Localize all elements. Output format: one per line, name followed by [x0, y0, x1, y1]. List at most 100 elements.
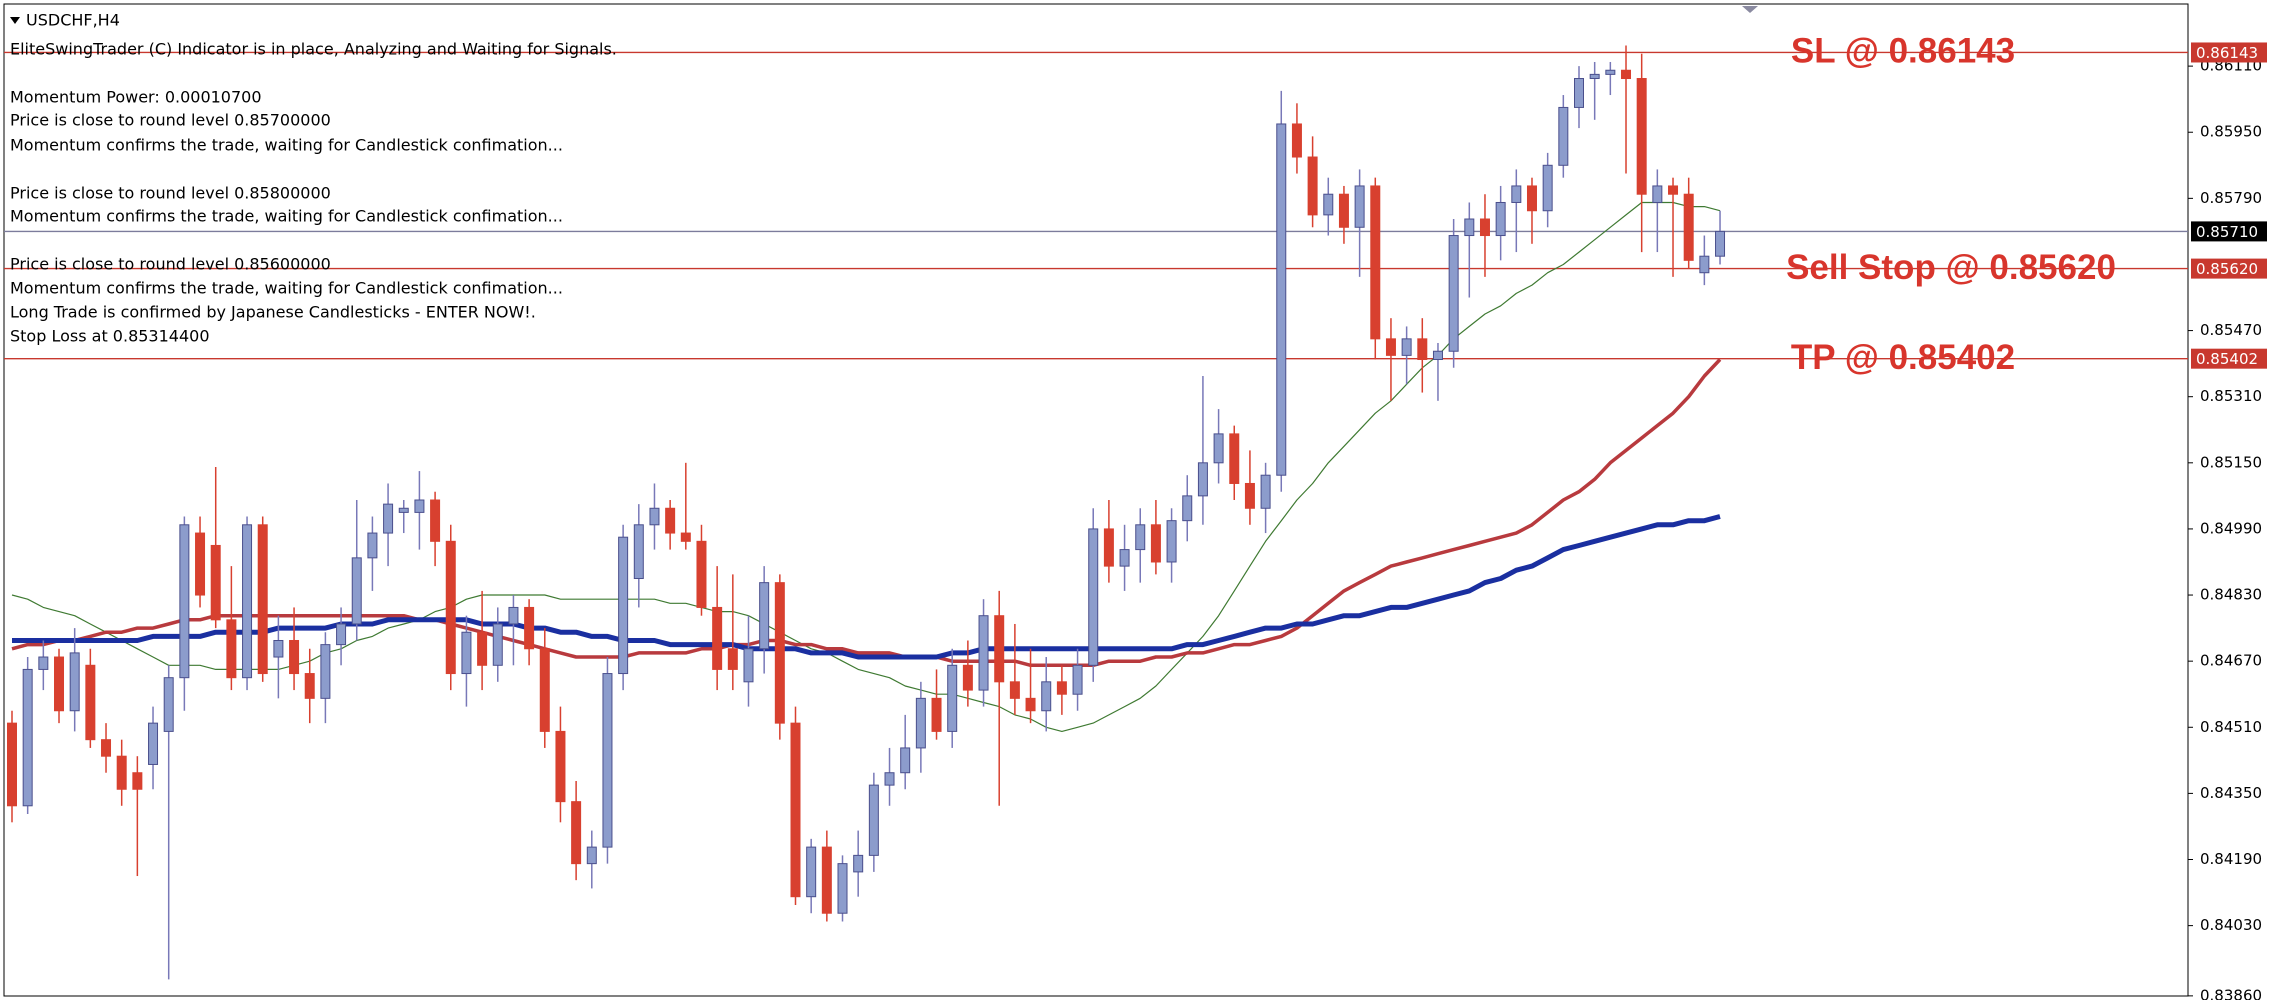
info-line: Price is close to round level 0.85600000 [10, 255, 331, 274]
candle-body [1009, 681, 1020, 699]
candle-body [1479, 218, 1490, 237]
info-line: Momentum confirms the trade, waiting for… [10, 279, 563, 298]
candle-body [1448, 235, 1459, 352]
candle-body [1135, 524, 1146, 551]
candle-body [539, 648, 550, 732]
candle-body [1668, 185, 1679, 195]
y-tick-label: 0.84030 [2200, 916, 2262, 934]
candle-body [430, 499, 441, 542]
candle-body [1526, 185, 1537, 212]
price-label-box [2191, 42, 2267, 63]
candle-body [1276, 123, 1287, 476]
candle-body [163, 677, 174, 732]
candle-body [1025, 697, 1036, 712]
candle-body [1401, 338, 1412, 356]
candle-body [320, 644, 331, 699]
moving-average-line [12, 514, 1721, 660]
candle-body [1072, 664, 1083, 695]
candle-body [1589, 73, 1600, 80]
candle-body [1574, 78, 1584, 108]
level-layer: 0.86143 SL @ 0.86143 0.85710 0.85620 Sell St… [4, 32, 2267, 377]
price-label-box [2191, 258, 2267, 279]
candle-body [853, 854, 864, 873]
candle-body [1715, 230, 1726, 257]
candle-body [665, 507, 676, 534]
candle-body [1495, 201, 1506, 237]
candle-body [962, 664, 973, 691]
candle-body [1088, 528, 1099, 666]
candle-body [69, 652, 80, 712]
candle-body [492, 623, 503, 666]
candle-body [1323, 193, 1334, 216]
candle-body [1307, 156, 1318, 216]
candle-body [602, 673, 613, 848]
candle-body [1041, 681, 1052, 712]
candle-body [132, 772, 143, 790]
y-tick-label: 0.84510 [2200, 718, 2262, 736]
candle-body [806, 846, 817, 898]
candle-body [1683, 193, 1694, 261]
candle-body [1338, 193, 1349, 228]
candle-body [1166, 520, 1177, 563]
candle-body [774, 582, 785, 724]
candle-body [884, 772, 895, 786]
y-tick-label: 0.85150 [2200, 453, 2262, 471]
candle-body [445, 540, 456, 675]
candle-body [1605, 69, 1616, 75]
info-line: EliteSwingTrader (C) Indicator is in pla… [10, 40, 617, 59]
shift-marker [1742, 6, 1758, 13]
candle-body [931, 697, 942, 732]
candle-body [257, 524, 268, 675]
candle-body [1197, 462, 1208, 497]
price-label-box [2191, 348, 2267, 369]
price-label: 0.85710 [2196, 223, 2258, 241]
candle-body [1229, 433, 1240, 484]
candle-body [1385, 338, 1396, 356]
candle-body [461, 631, 472, 675]
candle-body [555, 730, 566, 803]
candle-body [85, 664, 96, 741]
candle-body [22, 668, 33, 807]
y-tick-label: 0.84190 [2200, 850, 2262, 868]
plot-frame [3, 3, 2189, 997]
candle-body [1103, 528, 1114, 567]
info-line: Momentum confirms the trade, waiting for… [10, 136, 563, 155]
candle-body [1621, 69, 1632, 80]
info-line: Long Trade is confirmed by Japanese Cand… [10, 303, 536, 322]
candle-body [1432, 350, 1443, 361]
axis-layer: 0.861100.859500.857900.854700.853100.851… [2188, 57, 2262, 1000]
candle-body [414, 499, 425, 513]
candle-body [38, 656, 49, 670]
candle-body [304, 673, 315, 699]
candle-body [900, 747, 911, 774]
candle-body [1417, 338, 1428, 361]
label-layer: USDCHF,H4 EliteSwingTrader (C) Indicator… [10, 6, 1758, 346]
candle-body [195, 532, 206, 596]
candle-body [351, 557, 362, 625]
candle-body [618, 536, 629, 675]
y-tick-label: 0.84830 [2200, 586, 2262, 604]
candle-body [727, 648, 738, 670]
candle-body [289, 639, 300, 675]
price-label: 0.85402 [2196, 350, 2258, 368]
candle-body [1150, 524, 1161, 563]
candle-body [1542, 164, 1553, 212]
candle-body [868, 784, 879, 856]
candle-body [54, 656, 65, 712]
candle-body [179, 524, 190, 679]
candle-body [148, 722, 159, 765]
y-tick-label: 0.85950 [2200, 123, 2262, 141]
info-line: Stop Loss at 0.85314400 [10, 327, 210, 346]
y-tick-label: 0.83860 [2200, 986, 2262, 1000]
info-line: Momentum confirms the trade, waiting for… [10, 207, 563, 226]
candle-body [743, 648, 754, 683]
y-tick-label: 0.85790 [2200, 189, 2262, 207]
candle-body [633, 524, 644, 580]
candle-body [712, 606, 723, 670]
candle-body [790, 722, 801, 898]
candle-body [649, 507, 660, 526]
level-annotation: SL @ 0.86143 [1791, 32, 2015, 71]
candle-body [398, 507, 409, 513]
candle-body [680, 532, 691, 542]
